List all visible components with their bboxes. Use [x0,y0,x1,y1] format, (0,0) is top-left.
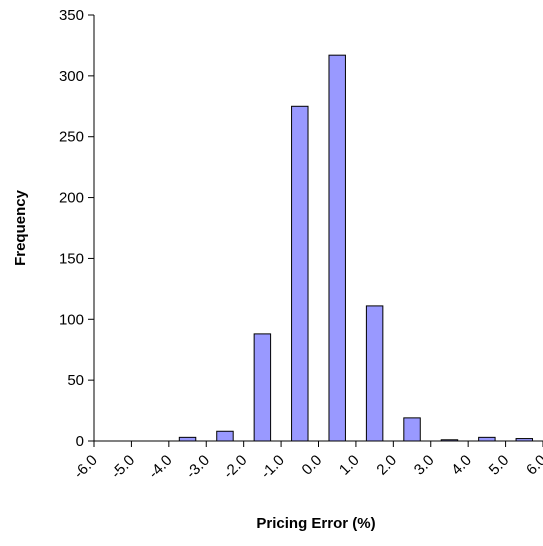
y-tick-label-2: 100 [59,311,84,328]
x-tick-label-12: 6.0 [523,452,543,479]
bar-3 [216,430,234,442]
bars-group [178,54,534,442]
x-tick-label-7: 1.0 [336,452,363,479]
x-tick-label-6: 0.0 [299,452,326,479]
x-tick-label-8: 2.0 [373,452,400,479]
x-tick-label-0: -6.0 [71,452,101,482]
x-tick-label-5: -1.0 [258,452,288,482]
y-tick-label-5: 250 [59,129,84,146]
x-tick-label-9: 3.0 [411,452,438,479]
bar-2 [178,436,197,442]
bar-6 [328,54,346,442]
y-ticks-group: 0 50 100 150 200 250 300 350 [59,7,94,450]
bar-4 [253,333,272,442]
bar-10 [478,436,496,442]
y-tick-label-1: 50 [67,372,84,389]
x-ticks-group: -6.0 -5.0 -4.0 -3.0 -2.0 -1.0 0.0 1.0 2.0 3.0 4.0 5… [71,441,543,482]
y-tick-label-0: 0 [76,433,84,450]
y-tick-label-4: 200 [59,190,84,207]
x-tick-label-1: -5.0 [108,452,138,482]
bar-7 [365,305,384,442]
y-tick-label-6: 300 [59,68,84,85]
y-axis-title: Frequency [12,189,29,266]
y-tick-label-3: 150 [59,250,84,267]
x-axis-title: Pricing Error (%) [256,515,375,532]
x-tick-label-10: 4.0 [448,452,475,479]
x-tick-label-11: 5.0 [486,452,513,479]
x-tick-label-4: -2.0 [220,452,250,482]
y-tick-label-7: 350 [59,7,84,24]
x-tick-label-2: -4.0 [145,452,175,482]
x-tick-label-3: -3.0 [183,452,213,482]
bar-5 [291,105,309,442]
bar-8 [403,417,421,442]
